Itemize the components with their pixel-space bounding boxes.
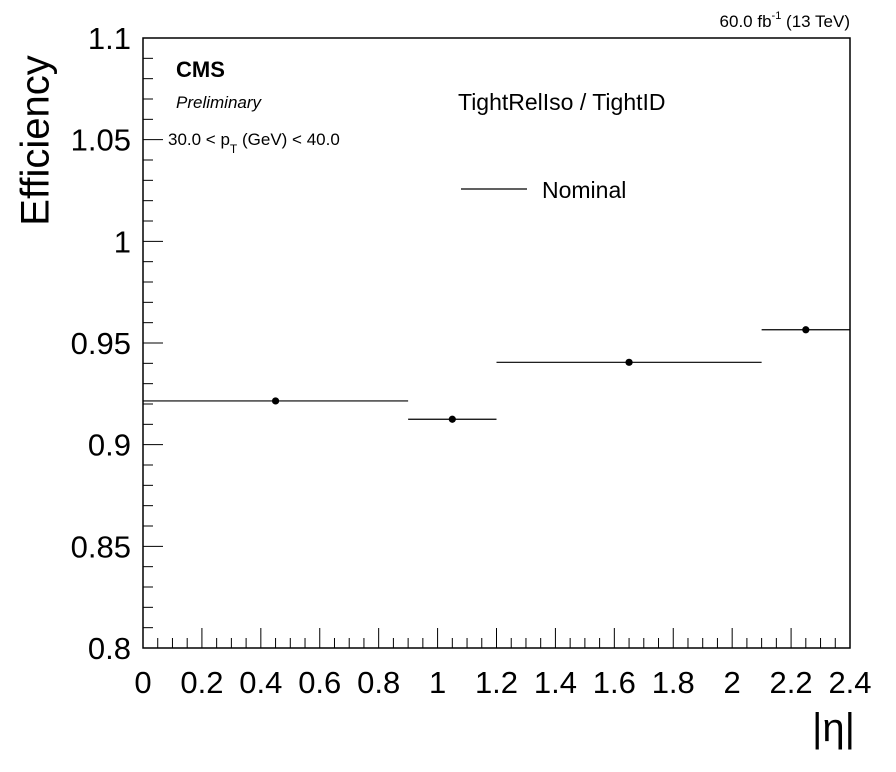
y-tick-label: 1.1 xyxy=(88,21,131,56)
x-axis-label: |η| xyxy=(812,706,856,750)
y-tick-label: 1 xyxy=(114,224,131,259)
status-label: Preliminary xyxy=(176,93,262,112)
lumi-exponent: -1 xyxy=(771,10,782,22)
pt-range-label: 30.0 < pT (GeV) < 40.0 xyxy=(168,130,340,156)
experiment-label: CMS xyxy=(176,57,225,82)
x-tick-label: 2.2 xyxy=(770,665,813,700)
selection-label: TightRelIso / TightID xyxy=(458,89,666,115)
y-tick-label: 0.85 xyxy=(71,529,131,564)
x-tick-label: 1.4 xyxy=(534,665,577,700)
data-point xyxy=(448,415,456,423)
x-tick-label: 0.8 xyxy=(357,665,400,700)
y-axis-label: Efficiency xyxy=(13,54,58,226)
x-tick-label: 0 xyxy=(134,665,151,700)
axis-ticks xyxy=(142,37,851,649)
axis-tick-labels: 0 0.2 0.4 0.6 0.8 1 1.2 1.4 1.6 1.8 2 2.2 2.4 0.8 0.85… xyxy=(71,21,872,700)
x-tick-label: 0.2 xyxy=(180,665,223,700)
x-tick-label: 2 xyxy=(724,665,741,700)
y-tick-label: 1.05 xyxy=(71,123,131,158)
y-tick-label: 0.95 xyxy=(71,326,131,361)
pt-subscript: T xyxy=(229,142,238,156)
x-tick-label: 1.2 xyxy=(475,665,518,700)
data-marks xyxy=(143,326,850,423)
data-point xyxy=(271,397,280,405)
y-tick-label: 0.8 xyxy=(88,631,131,666)
x-tick-label: 1 xyxy=(429,665,446,700)
x-tick-label: 0.4 xyxy=(239,665,282,700)
pt-high: (GeV) < 40.0 xyxy=(242,130,340,149)
luminosity-label: 60.0 fb-1 (13 TeV) xyxy=(720,10,850,32)
data-point xyxy=(625,358,633,366)
data-point xyxy=(802,326,810,334)
x-tick-label: 0.6 xyxy=(298,665,341,700)
lumi-value: 60.0 fb xyxy=(719,12,772,31)
legend-label: Nominal xyxy=(542,177,627,203)
x-tick-label: 1.6 xyxy=(593,665,636,700)
x-tick-label: 1.8 xyxy=(652,665,695,700)
x-tick-label: 2.4 xyxy=(828,665,871,700)
pt-low: 30.0 < p xyxy=(168,130,230,149)
y-tick-label: 0.9 xyxy=(88,428,131,463)
lumi-energy: (13 TeV) xyxy=(786,12,850,31)
